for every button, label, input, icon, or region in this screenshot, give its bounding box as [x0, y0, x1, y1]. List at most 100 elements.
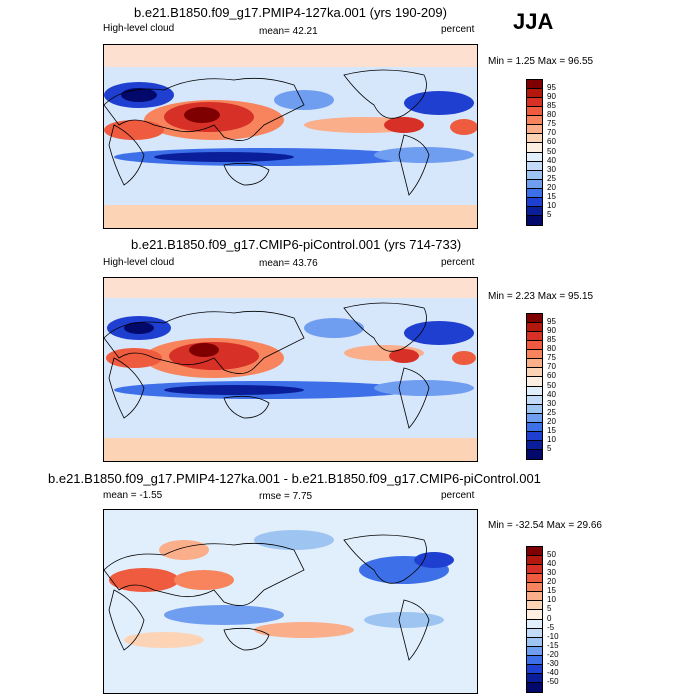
panel-1-minmax: Min = 1.25 Max = 96.55	[488, 56, 594, 67]
colorbar-swatch	[527, 368, 542, 378]
colorbar-tick-label: 25	[547, 173, 556, 183]
colorbar-swatch	[527, 610, 542, 620]
colorbar-swatch	[527, 565, 542, 575]
colorbar-swatch	[527, 646, 542, 656]
colorbar-swatch	[527, 386, 542, 396]
panel-3-mean: mean = -1.55	[103, 490, 163, 501]
colorbar-swatch	[527, 673, 542, 683]
panel-1-map	[103, 44, 478, 229]
colorbar-swatch	[527, 619, 542, 629]
colorbar-swatch	[527, 592, 542, 602]
colorbar-swatch	[527, 377, 542, 387]
panel-2-colorbar	[526, 313, 543, 460]
colorbar-swatch	[527, 655, 542, 665]
colorbar-tick-label: 10	[547, 434, 556, 444]
colorbar-tick-label: 5	[547, 443, 552, 453]
colorbar-swatch	[527, 314, 542, 324]
colorbar-tick-label: -5	[547, 622, 555, 632]
colorbar-swatch	[527, 395, 542, 405]
panel-1-title: b.e21.B1850.f09_g17.PMIP4-127ka.001 (yrs…	[134, 5, 447, 20]
colorbar-swatch	[527, 404, 542, 414]
panel-2-title: b.e21.B1850.f09_g17.CMIP6-piControl.001 …	[131, 237, 462, 252]
colorbar-swatch	[527, 98, 542, 108]
colorbar-tick-label: 95	[547, 317, 556, 327]
colorbar-swatch	[527, 170, 542, 180]
panel-3-units: percent	[441, 490, 475, 501]
colorbar-tick-label: 30	[547, 398, 556, 408]
panel-2-mean: mean= 43.76	[259, 258, 318, 269]
colorbar-swatch	[527, 601, 542, 611]
panel-2-field	[104, 278, 477, 461]
colorbar-tick-label: 30	[547, 568, 556, 578]
colorbar-swatch	[527, 332, 542, 342]
colorbar-tick-label: 20	[547, 577, 556, 587]
colorbar-tick-label: 5	[547, 604, 552, 614]
colorbar-swatch	[527, 556, 542, 566]
colorbar-swatch	[527, 116, 542, 126]
colorbar-tick-label: -50	[547, 676, 559, 686]
colorbar-swatch	[527, 206, 542, 216]
panel-1-variable-label: High-level cloud	[103, 23, 175, 34]
colorbar-tick-label: 60	[547, 371, 556, 381]
colorbar-tick-label: 80	[547, 344, 556, 354]
panel-1-mean: mean= 42.21	[259, 26, 318, 37]
colorbar-tick-label: 75	[547, 353, 556, 363]
colorbar-tick-label: 50	[547, 146, 556, 156]
season-label: JJA	[513, 9, 554, 34]
colorbar-swatch	[527, 682, 542, 692]
colorbar-swatch	[527, 583, 542, 593]
colorbar-swatch	[527, 161, 542, 171]
panel-3-title: b.e21.B1850.f09_g17.PMIP4-127ka.001 - b.…	[48, 471, 541, 486]
colorbar-swatch	[527, 125, 542, 135]
panel-3-coastlines	[104, 534, 430, 661]
panel-3-colorbar	[526, 546, 543, 693]
colorbar-tick-label: 85	[547, 335, 556, 345]
panel-1-colorbar	[526, 79, 543, 226]
colorbar-swatch	[527, 80, 542, 90]
colorbar-tick-label: 80	[547, 110, 556, 120]
panel-3-rmse: rmse = 7.75	[259, 491, 313, 502]
colorbar-swatch	[527, 664, 542, 674]
colorbar-swatch	[527, 215, 542, 225]
colorbar-tick-label: 40	[547, 155, 556, 165]
colorbar-tick-label: 50	[547, 380, 556, 390]
colorbar-tick-label: 90	[547, 326, 556, 336]
colorbar-swatch	[527, 422, 542, 432]
colorbar-tick-label: 10	[547, 595, 556, 605]
colorbar-swatch	[527, 143, 542, 153]
colorbar-tick-label: 0	[547, 613, 552, 623]
colorbar-swatch	[527, 323, 542, 333]
colorbar-swatch	[527, 628, 542, 638]
colorbar-swatch	[527, 431, 542, 441]
panel-1-units: percent	[441, 24, 475, 35]
panel-3-map	[103, 509, 478, 694]
colorbar-swatch	[527, 89, 542, 99]
colorbar-swatch	[527, 574, 542, 584]
panel-3-minmax: Min = -32.54 Max = 29.66	[488, 520, 602, 531]
colorbar-swatch	[527, 413, 542, 423]
panel-1-coastlines	[104, 69, 430, 196]
colorbar-tick-label: -15	[547, 640, 559, 650]
colorbar-swatch	[527, 449, 542, 459]
colorbar-tick-label: 5	[547, 209, 552, 219]
colorbar-tick-label: -20	[547, 649, 559, 659]
colorbar-swatch	[527, 134, 542, 144]
panel-1-field	[104, 45, 477, 228]
colorbar-tick-label: 40	[547, 559, 556, 569]
colorbar-swatch	[527, 197, 542, 207]
panel-2-units: percent	[441, 257, 475, 268]
colorbar-tick-label: 15	[547, 586, 556, 596]
panel-2-minmax: Min = 2.23 Max = 95.15	[488, 291, 594, 302]
colorbar-tick-label: 20	[547, 416, 556, 426]
colorbar-swatch	[527, 350, 542, 360]
colorbar-tick-label: 25	[547, 407, 556, 417]
colorbar-tick-label: 10	[547, 200, 556, 210]
colorbar-tick-label: 50	[547, 550, 556, 560]
colorbar-tick-label: -10	[547, 631, 559, 641]
colorbar-tick-label: 75	[547, 119, 556, 129]
colorbar-tick-label: 85	[547, 101, 556, 111]
colorbar-swatch	[527, 359, 542, 369]
colorbar-tick-label: 15	[547, 425, 556, 435]
colorbar-tick-label: -40	[547, 667, 559, 677]
